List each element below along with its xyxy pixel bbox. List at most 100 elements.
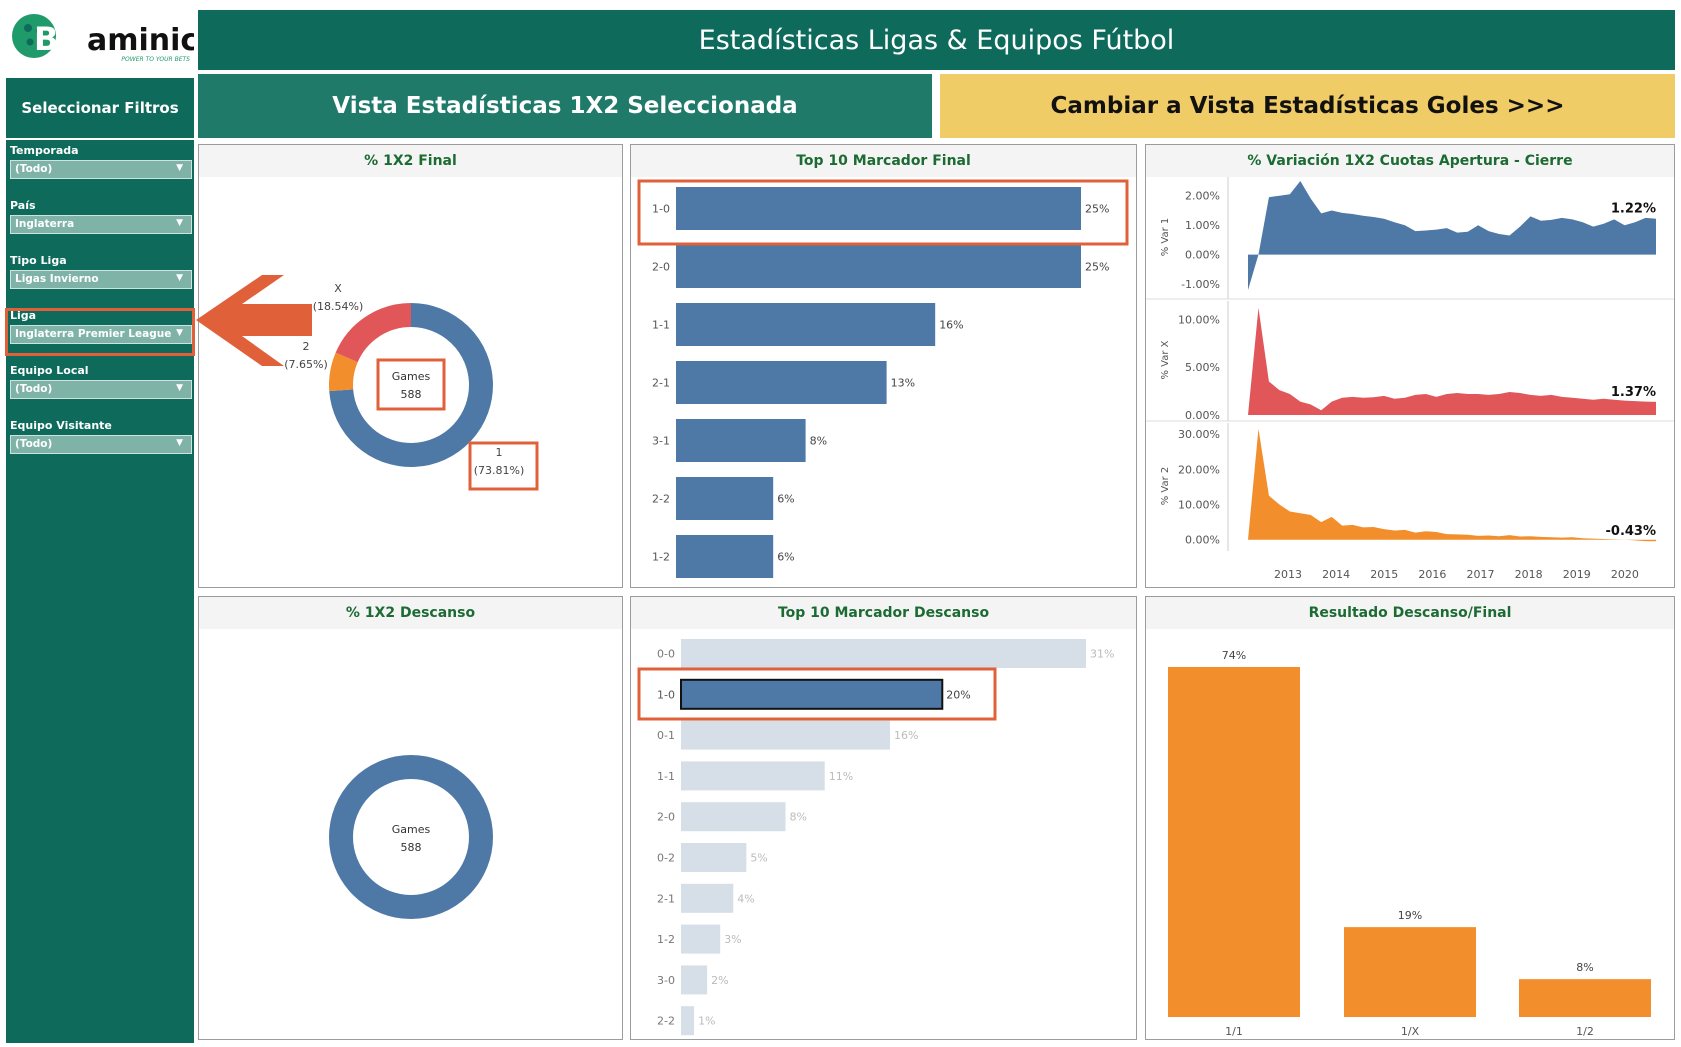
dashboard-title: Estadísticas Ligas & Equipos Fútbol [198, 10, 1675, 70]
equipo-local-dropdown[interactable]: (Todo) ▼ [10, 380, 192, 399]
filter-tipo-liga: Tipo Liga Ligas Invierno ▼ [10, 254, 192, 289]
chevron-down-icon: ▼ [176, 383, 183, 393]
donut-slice-1 [329, 303, 493, 467]
tipo-liga-dropdown[interactable]: Ligas Invierno ▼ [10, 270, 192, 289]
bar-1/X [1344, 927, 1476, 1017]
y-tick-label: 2.00% [1185, 190, 1220, 203]
bar-1/1 [1168, 667, 1300, 1017]
chevron-down-icon: ▼ [176, 163, 183, 173]
bar-1-1 [681, 761, 825, 791]
filters-sidebar: Temporada (Todo) ▼ País Inglaterra ▼ Tipo … [6, 140, 194, 1043]
chevron-down-icon: ▼ [176, 273, 183, 283]
descanso-donut [329, 755, 493, 919]
y-tick-label: 30.00% [1178, 428, 1220, 441]
filter-pais: País Inglaterra ▼ [10, 199, 192, 234]
filter-label: Liga [10, 309, 37, 322]
bar-value-label: 3% [724, 933, 741, 946]
slice-2-name: 2 [303, 340, 310, 353]
y-tick-label: 1.00% [1185, 219, 1220, 232]
bar-score-label: 0-0 [657, 648, 675, 661]
bar-3-1 [676, 419, 806, 462]
bar-2-1 [676, 361, 887, 404]
bar-1-2 [681, 924, 721, 954]
bar-value-label: 25% [1085, 261, 1109, 274]
filter-temporada: Temporada (Todo) ▼ [10, 144, 192, 179]
bar-score-label: 1-0 [652, 203, 670, 216]
bar-value-label: 31% [1090, 648, 1114, 661]
filters-title: Seleccionar Filtros [6, 78, 194, 138]
x-tick-label: 2020 [1611, 568, 1639, 581]
logo-ball-icon [12, 14, 56, 58]
pointer-arrow-icon [196, 275, 312, 366]
logo-suffix: aminic [87, 23, 194, 58]
end-value-label: -0.43% [1606, 524, 1657, 539]
slice-x-name: X [334, 282, 342, 295]
bar-score-label: 1-1 [652, 319, 670, 332]
bar-value-label: 19% [1398, 909, 1422, 922]
bar-score-label: 0-2 [657, 852, 675, 865]
x-tick-label: 2019 [1563, 568, 1591, 581]
end-value-label: 1.22% [1611, 202, 1656, 217]
slice-2-pct: (7.65%) [284, 358, 328, 371]
bar-score-label: 0-1 [657, 729, 675, 742]
liga-dropdown[interactable]: Inglaterra Premier League ▼ [10, 325, 192, 344]
bar-value-label: 25% [1085, 203, 1109, 216]
y-axis-title: % Var 2 [1160, 467, 1171, 506]
bar-score-label: 1-1 [657, 770, 675, 783]
filter-liga: Liga Inglaterra Premier League ▼ [10, 309, 192, 344]
bar-category-label: 1/1 [1225, 1025, 1243, 1038]
temporada-dropdown[interactable]: (Todo) ▼ [10, 160, 192, 179]
area-3 [1248, 428, 1656, 542]
bar-value-label: 20% [946, 688, 970, 701]
bar-0-1 [681, 720, 891, 750]
bar-score-label: 1-2 [652, 551, 670, 564]
slice-1-highlight-box [468, 441, 539, 491]
bar-value-label: 5% [750, 852, 767, 865]
bar-score-label: 2-2 [652, 493, 670, 506]
view-1x2-button[interactable]: Vista Estadísticas 1X2 Seleccionada [198, 74, 932, 138]
bar-value-label: 11% [829, 770, 853, 783]
bar-score-label: 2-2 [657, 1015, 675, 1028]
bar-value-label: 8% [810, 435, 827, 448]
chevron-down-icon: ▼ [176, 218, 183, 228]
bar-value-label: 74% [1222, 649, 1246, 662]
panel-title: Top 10 Marcador Final [631, 145, 1136, 177]
bar-score-label: 2-1 [652, 377, 670, 390]
x-tick-label: 2013 [1274, 568, 1302, 581]
bar-value-label: 16% [894, 729, 918, 742]
bar-value-label: 2% [711, 974, 728, 987]
logo-tagline: POWER TO YOUR BETS [121, 56, 190, 63]
bar-score-label: 3-0 [657, 974, 675, 987]
y-tick-label: -1.00% [1181, 278, 1220, 291]
bar-2-0 [676, 245, 1081, 288]
y-axis-title: % Var 1 [1160, 218, 1171, 257]
y-tick-label: 20.00% [1178, 463, 1220, 476]
equipo-visitante-dropdown[interactable]: (Todo) ▼ [10, 435, 192, 454]
bar-1-2 [676, 535, 774, 578]
panel-title: % 1X2 Descanso [199, 597, 622, 629]
y-tick-label: 5.00% [1185, 361, 1220, 374]
panel-1x2-descanso: % 1X2 Descanso Games 588 [198, 596, 623, 1040]
betaminic-logo: Bet aminic POWER TO YOUR BETS [6, 6, 198, 68]
bar-value-label: 8% [790, 811, 807, 824]
area-1 [1248, 181, 1656, 291]
bar-2-0 [681, 802, 786, 832]
games-label: Games [392, 823, 431, 836]
filter-label: Tipo Liga [10, 254, 67, 267]
pais-dropdown[interactable]: Inglaterra ▼ [10, 215, 192, 234]
x-tick-label: 2018 [1515, 568, 1543, 581]
bar-1-0 [676, 187, 1081, 230]
bar-0-0 [681, 639, 1086, 668]
bar-0-2 [681, 843, 747, 872]
y-tick-label: 10.00% [1178, 313, 1220, 326]
filter-equipo-local: Equipo Local (Todo) ▼ [10, 364, 192, 399]
bar-score-label: 1-2 [657, 933, 675, 946]
bar-1/2 [1519, 979, 1651, 1017]
bar-score-label: 2-0 [652, 261, 670, 274]
x-tick-label: 2017 [1467, 568, 1495, 581]
row-highlight-box [637, 179, 1129, 246]
switch-goles-view-button[interactable]: Cambiar a Vista Estadísticas Goles >>> [940, 74, 1675, 138]
chevron-down-icon: ▼ [176, 328, 183, 338]
donut-slice-2 [329, 352, 358, 392]
bar-2-2 [681, 1006, 695, 1036]
